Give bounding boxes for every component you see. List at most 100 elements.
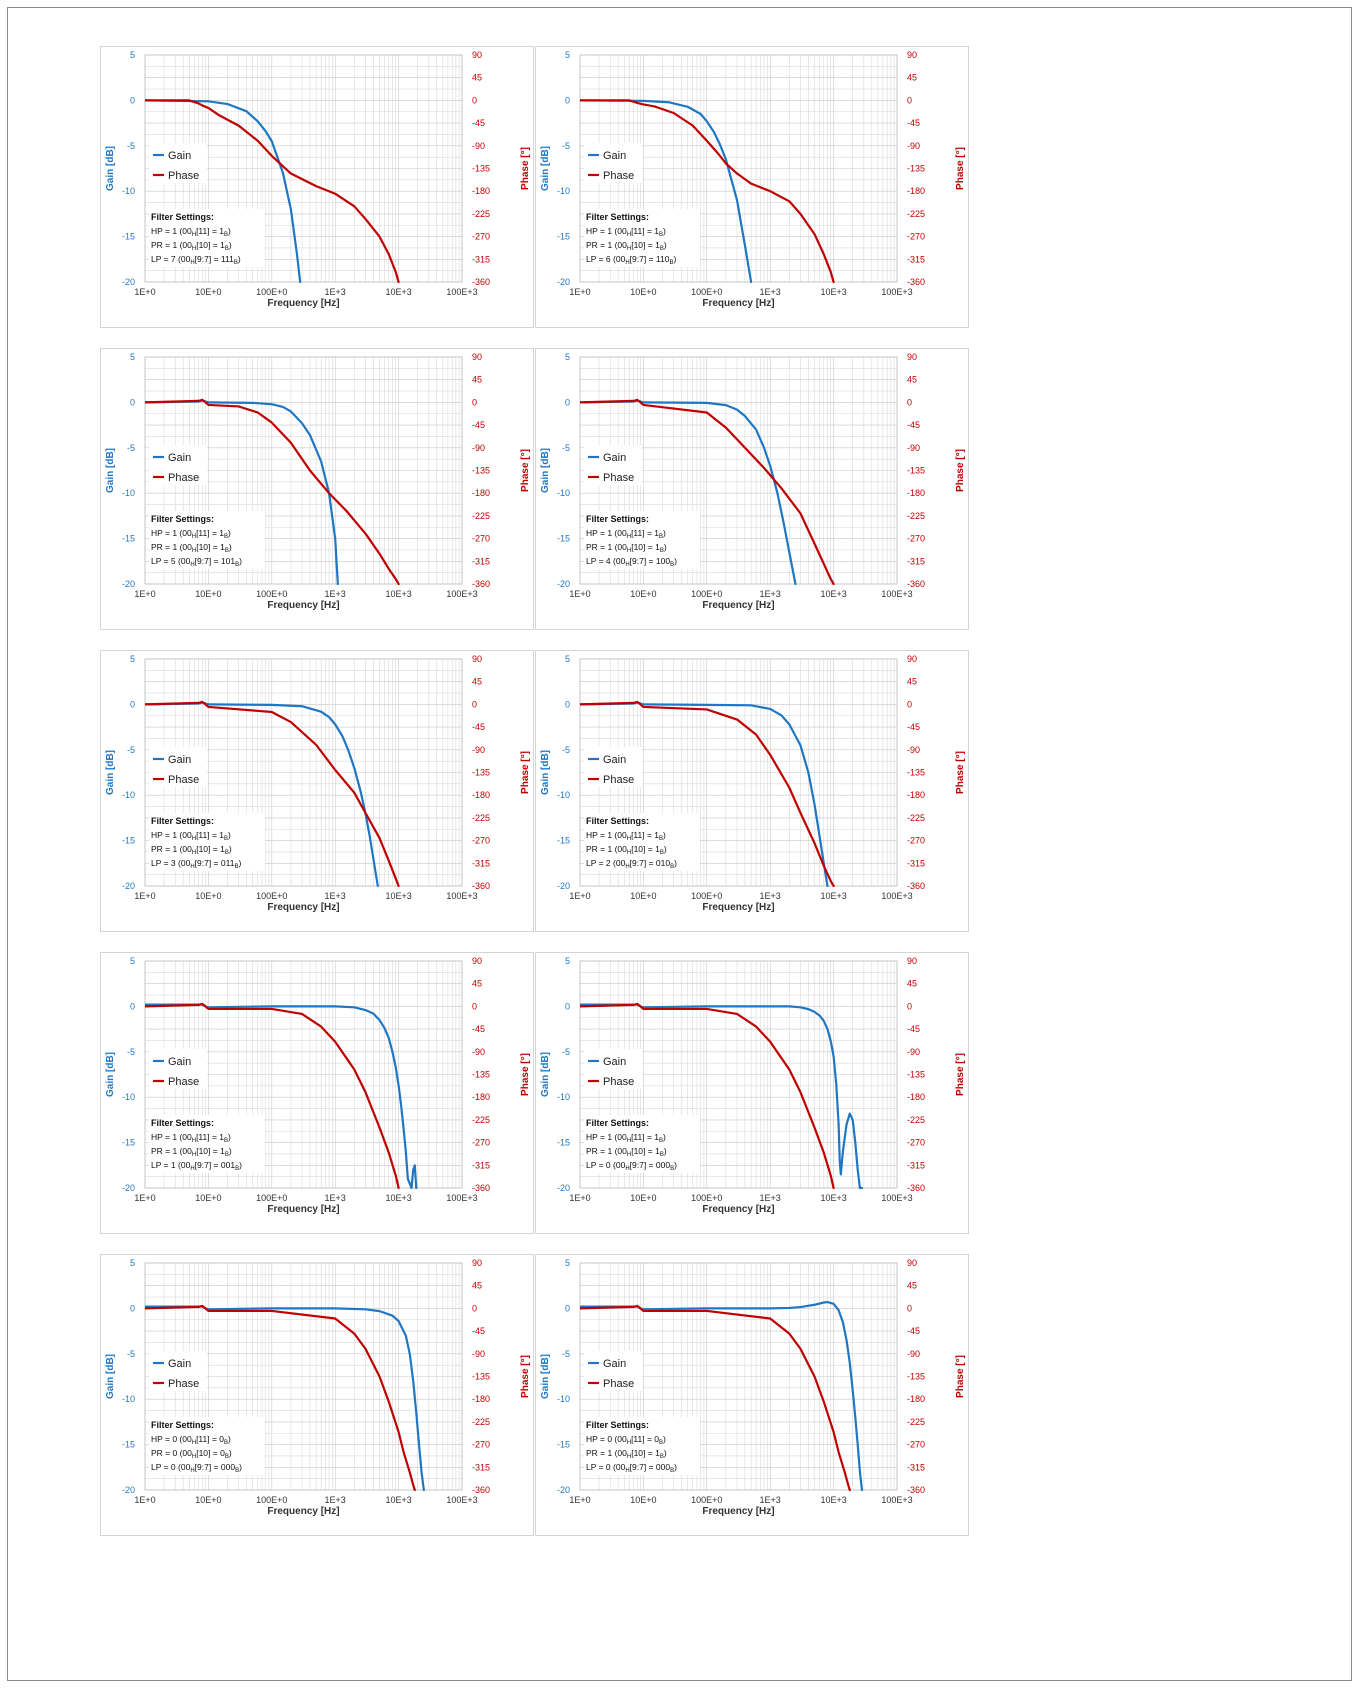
- filter-setting-hp: HP = 1 (00H[11] = 1B): [586, 226, 666, 238]
- phase-tick-label: -180: [907, 1394, 925, 1404]
- phase-axis-title: Phase [°]: [520, 751, 531, 794]
- phase-tick-label: 0: [907, 699, 912, 709]
- gain-tick-label: 5: [130, 50, 135, 60]
- phase-tick-label: -180: [907, 186, 925, 196]
- filter-settings: Filter Settings: HP = 1 (00H[11] = 1B) PR …: [149, 209, 265, 267]
- x-tick-label: 100E+3: [881, 1495, 912, 1505]
- x-tick-label: 10E+0: [195, 1193, 221, 1203]
- x-tick-label: 10E+3: [820, 891, 846, 901]
- legend-bg: [584, 445, 642, 485]
- phase-tick-label: 0: [472, 397, 477, 407]
- filter-setting-pr: PR = 1 (00H[10] = 1B): [586, 1146, 667, 1158]
- filter-settings-heading: Filter Settings:: [586, 1420, 649, 1430]
- legend: Gain Phase: [584, 1351, 642, 1391]
- gain-tick-label: -20: [557, 277, 570, 287]
- filter-settings-bg: [149, 813, 265, 871]
- phase-tick-label: -90: [907, 443, 920, 453]
- filter-setting-lp: LP = 5 (00H[9:7] = 101B): [151, 556, 242, 568]
- phase-tick-label: -270: [472, 232, 490, 242]
- phase-tick-label: -135: [907, 466, 925, 476]
- filter-settings: Filter Settings: HP = 1 (00H[11] = 1B) PR …: [584, 813, 700, 871]
- gain-tick-label: -15: [122, 534, 135, 544]
- gain-tick-label: -5: [127, 443, 135, 453]
- gain-axis-title: Gain [dB]: [105, 750, 116, 795]
- filter-setting-pr: PR = 1 (00H[10] = 1B): [586, 1448, 667, 1460]
- legend-bg: [584, 1049, 642, 1089]
- filter-setting-lp: LP = 0 (00H[9:7] = 000B): [151, 1462, 242, 1474]
- gain-tick-label: -15: [557, 836, 570, 846]
- filter-settings-bg: [584, 1417, 700, 1475]
- x-tick-label: 100E+0: [691, 891, 722, 901]
- legend-bg: [584, 143, 642, 183]
- phase-tick-label: 45: [472, 1281, 482, 1291]
- chart-panel-8: 5 0 -5 -10 -15 -20 90 45 0 -45 -90 -135 -180 -225 -270…: [535, 952, 969, 1234]
- gain-tick-label: -15: [122, 232, 135, 242]
- legend-gain-label: Gain: [168, 754, 191, 766]
- phase-tick-label: 0: [472, 1001, 477, 1011]
- phase-series-line: [580, 1002, 835, 1189]
- phase-tick-label: 90: [472, 1258, 482, 1268]
- filter-setting-pr: PR = 1 (00H[10] = 1B): [151, 542, 232, 554]
- phase-tick-label: 0: [907, 397, 912, 407]
- phase-tick-label: -180: [472, 1394, 490, 1404]
- x-tick-label: 10E+0: [195, 287, 221, 297]
- phase-tick-label: 0: [907, 1001, 912, 1011]
- x-tick-label: 1E+0: [134, 1495, 155, 1505]
- filter-setting-pr: PR = 1 (00H[10] = 1B): [151, 1146, 232, 1158]
- legend: Gain Phase: [584, 1049, 642, 1089]
- x-tick-label: 1E+3: [325, 287, 346, 297]
- gain-axis-title: Gain [dB]: [105, 1354, 116, 1399]
- legend-phase-label: Phase: [603, 1076, 634, 1088]
- gain-tick-label: 0: [565, 1001, 570, 1011]
- filter-settings-bg: [149, 511, 265, 569]
- phase-axis-title: Phase [°]: [520, 1355, 531, 1398]
- gain-tick-label: -10: [557, 1092, 570, 1102]
- phase-tick-label: -225: [907, 1417, 925, 1427]
- phase-tick-label: -360: [472, 277, 490, 287]
- x-tick-label: 100E+3: [881, 891, 912, 901]
- phase-tick-label: -315: [907, 556, 925, 566]
- filter-setting-hp: HP = 1 (00H[11] = 1B): [586, 528, 666, 540]
- phase-tick-label: -225: [472, 813, 490, 823]
- legend: Gain Phase: [149, 1351, 207, 1391]
- phase-tick-label: -135: [907, 1070, 925, 1080]
- phase-tick-label: 45: [472, 979, 482, 989]
- filter-setting-pr: PR = 1 (00H[10] = 1B): [586, 844, 667, 856]
- gain-axis-title: Gain [dB]: [540, 448, 551, 493]
- gain-tick-label: -20: [557, 881, 570, 891]
- plot-area-border: [144, 1262, 463, 1491]
- filter-settings-heading: Filter Settings:: [151, 514, 214, 524]
- phase-series-line: [580, 700, 835, 887]
- phase-tick-label: -180: [907, 488, 925, 498]
- x-axis-title: Frequency [Hz]: [267, 902, 339, 913]
- x-axis-title: Frequency [Hz]: [702, 600, 774, 611]
- bode-plot-9: 5 0 -5 -10 -15 -20 90 45 0 -45 -90 -135 -180 -225 -270…: [105, 1258, 531, 1517]
- gain-tick-label: -20: [122, 1485, 135, 1495]
- legend: Gain Phase: [149, 143, 207, 183]
- phase-tick-label: 90: [907, 956, 917, 966]
- phase-tick-label: -225: [472, 1417, 490, 1427]
- gain-tick-label: -20: [557, 1485, 570, 1495]
- phase-tick-label: 45: [472, 375, 482, 385]
- x-tick-label: 1E+0: [134, 891, 155, 901]
- plot-area-border: [144, 356, 463, 585]
- legend-phase-label: Phase: [168, 472, 199, 484]
- legend-phase-label: Phase: [168, 774, 199, 786]
- plot-area-border: [579, 356, 898, 585]
- filter-setting-hp: HP = 1 (00H[11] = 1B): [151, 1132, 231, 1144]
- x-tick-label: 10E+3: [385, 891, 411, 901]
- phase-tick-label: -360: [907, 579, 925, 589]
- gain-tick-label: -15: [557, 1138, 570, 1148]
- gain-tick-label: -15: [557, 232, 570, 242]
- phase-series-line: [145, 700, 400, 887]
- x-tick-label: 1E+3: [325, 1193, 346, 1203]
- x-tick-label: 100E+0: [256, 589, 287, 599]
- filter-settings-heading: Filter Settings:: [586, 212, 649, 222]
- x-tick-label: 10E+0: [195, 891, 221, 901]
- phase-tick-label: -360: [907, 277, 925, 287]
- chart-panel-9: 5 0 -5 -10 -15 -20 90 45 0 -45 -90 -135 -180 -225 -270…: [100, 1254, 534, 1536]
- phase-tick-label: -315: [907, 1462, 925, 1472]
- gain-series-line: [145, 99, 302, 283]
- x-tick-label: 10E+3: [820, 1495, 846, 1505]
- x-tick-label: 100E+0: [691, 1495, 722, 1505]
